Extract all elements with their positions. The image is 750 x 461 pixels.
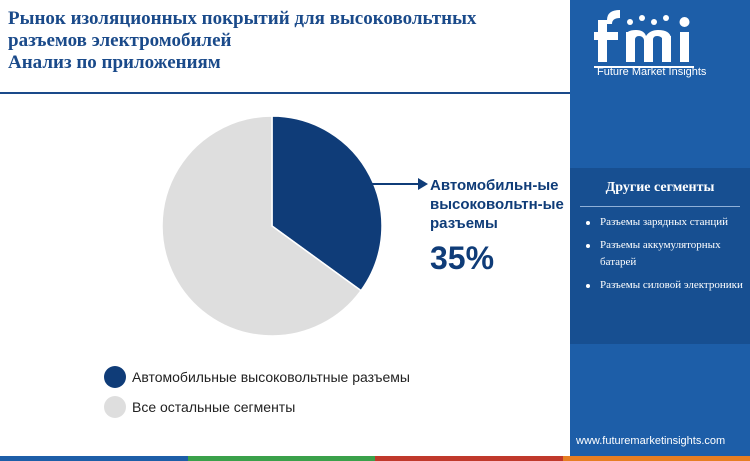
other-segments-title: Другие сегменты: [605, 180, 715, 195]
list-item: Разъемы аккумуляторных батарей: [584, 237, 744, 271]
bottom-bar-segment: [375, 456, 563, 461]
segment-label: Разъемы аккумуляторных батарей: [600, 239, 721, 268]
callout-line-3: разъемы: [430, 215, 498, 232]
legend-swatch-automotive: [104, 366, 126, 388]
callout-line-1: Автомобильн-ые: [430, 177, 559, 194]
legend: Автомобильные высоковольтные разъемы Все…: [104, 366, 410, 426]
list-item: Разъемы зарядных станций: [584, 214, 744, 231]
legend-swatch-others: [104, 396, 126, 418]
pie-slice-others: [161, 115, 363, 337]
legend-item-others: Все остальные сегменты: [104, 396, 410, 418]
chart-title: Рынок изоляционных покрытий для высоково…: [8, 8, 568, 74]
arrow-right-icon: [418, 178, 428, 190]
title-line-2: разъемов электромобилей: [8, 30, 232, 51]
pie-slice-automotive: [271, 115, 383, 292]
sidebar: Future Market Insights Другие сегменты Р…: [570, 0, 750, 461]
bullet-icon: [586, 244, 590, 248]
bottom-bar-segment: [0, 456, 188, 461]
pie-chart: [161, 115, 428, 337]
title-line-1: Рынок изоляционных покрытий для высоково…: [8, 8, 477, 29]
legend-label-others: Все остальные сегменты: [132, 399, 296, 415]
bullet-icon: [586, 284, 590, 288]
callout-value: 35%: [430, 240, 495, 276]
segment-label: Разъемы зарядных станций: [600, 216, 728, 228]
other-segments-panel: Другие сегменты Разъемы зарядных станций…: [570, 168, 750, 344]
other-segments-list: Разъемы зарядных станций Разъемы аккумул…: [584, 214, 744, 300]
legend-label-automotive: Автомобильные высоковольтные разъемы: [132, 369, 410, 385]
bottom-bar-segment: [187, 456, 375, 461]
fmi-logo-icon: [594, 10, 694, 68]
other-segments-divider: [580, 206, 740, 207]
title-divider: [0, 92, 570, 94]
segment-label: Разъемы силовой электроники: [600, 279, 743, 291]
legend-item-automotive: Автомобильные высоковольтные разъемы: [104, 366, 410, 388]
callout-line-2: высоковольтн-ые: [430, 196, 564, 213]
logo-text: Future Market Insights: [597, 66, 707, 78]
title-line-3: Анализ по приложениям: [8, 52, 221, 73]
bottom-color-bar: [0, 456, 750, 461]
bottom-bar-segment: [562, 456, 750, 461]
list-item: Разъемы силовой электроники: [584, 277, 744, 294]
bullet-icon: [586, 221, 590, 225]
website-link[interactable]: www.futuremarketinsights.com: [576, 435, 726, 447]
callout-label: Автомобильн-ые высоковольтн-ые разъемы: [430, 176, 570, 233]
